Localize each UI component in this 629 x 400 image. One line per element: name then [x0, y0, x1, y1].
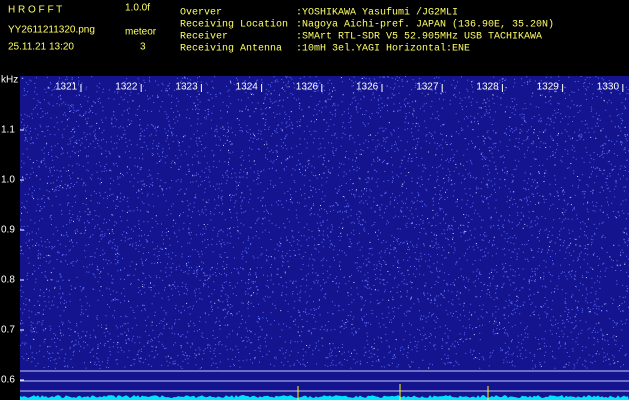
signal-level: [20, 395, 629, 400]
x-label: 1323: [175, 82, 198, 93]
app-name: H R O F F T: [8, 5, 62, 16]
x-label: 1328: [476, 82, 499, 93]
mode: meteor: [125, 27, 157, 38]
info-value: :YOSHIKAWA Yasufumi /JG2MLI: [296, 7, 458, 19]
axes: kHz 1.1 1.0 0.9 0.8 0.7 0.6 1321 1322 1323 1324 132…: [1, 75, 624, 386]
x-label: 1322: [115, 82, 138, 93]
info-label: Receiving Antenna: [180, 43, 282, 55]
version: 1.0.0f: [125, 3, 150, 14]
y-label: 1.0: [1, 175, 15, 186]
y-label: 0.8: [1, 275, 15, 286]
spectrogram: [20, 76, 629, 400]
x-label: 1321: [55, 82, 78, 93]
x-label: 1329: [537, 82, 560, 93]
info-label: Receiving Location: [180, 19, 288, 31]
y-label: 0.9: [1, 225, 15, 236]
info-value: :10mH 3el.YAGI Horizontal:ENE: [296, 43, 470, 55]
y-label: 1.1: [1, 125, 15, 136]
y-unit: kHz: [1, 75, 18, 86]
info-label: Receiver: [180, 31, 228, 43]
info-value: :Nagoya Aichi-pref. JAPAN (136.90E, 35.2…: [296, 19, 554, 31]
x-label: 1324: [236, 82, 259, 93]
y-label: 0.6: [1, 375, 15, 386]
info-value: :SMArt RTL-SDR V5 52.905MHz USB TACHIKAW…: [296, 32, 542, 43]
x-label: 1327: [416, 82, 439, 93]
info-label: Overver: [180, 8, 222, 19]
noise: [20, 76, 629, 369]
y-label: 0.7: [1, 325, 15, 336]
x-label: 1326: [296, 82, 319, 93]
x-label: 1326: [356, 82, 379, 93]
file-name: YY2611211320.png: [8, 25, 95, 36]
x-label: 1330: [597, 82, 620, 93]
count: 3: [140, 42, 146, 53]
datetime: 25.11.21 13:20: [8, 42, 74, 53]
info: Overver :YOSHIKAWA Yasufumi /JG2MLI Receiv…: [180, 7, 554, 55]
